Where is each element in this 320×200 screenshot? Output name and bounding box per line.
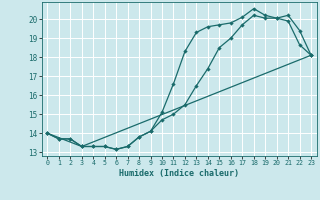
X-axis label: Humidex (Indice chaleur): Humidex (Indice chaleur) [119,169,239,178]
